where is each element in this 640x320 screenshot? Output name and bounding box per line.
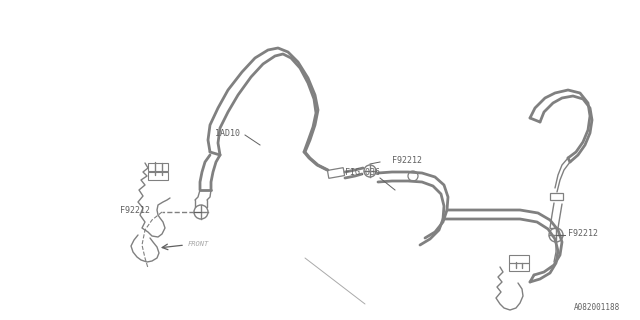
Bar [509, 255, 529, 263]
Bar [148, 172, 168, 180]
Text: F92212: F92212 [568, 228, 598, 237]
Bar [148, 163, 168, 171]
Text: F92212: F92212 [120, 205, 150, 214]
Bar [509, 263, 529, 271]
Text: FRONT: FRONT [188, 241, 209, 247]
Bar [550, 193, 563, 199]
Text: 1AD10: 1AD10 [215, 129, 240, 138]
Text: FIG.036: FIG.036 [345, 167, 380, 177]
Text: F92212: F92212 [392, 156, 422, 164]
Text: A082001188: A082001188 [573, 303, 620, 312]
Bar [328, 168, 344, 178]
